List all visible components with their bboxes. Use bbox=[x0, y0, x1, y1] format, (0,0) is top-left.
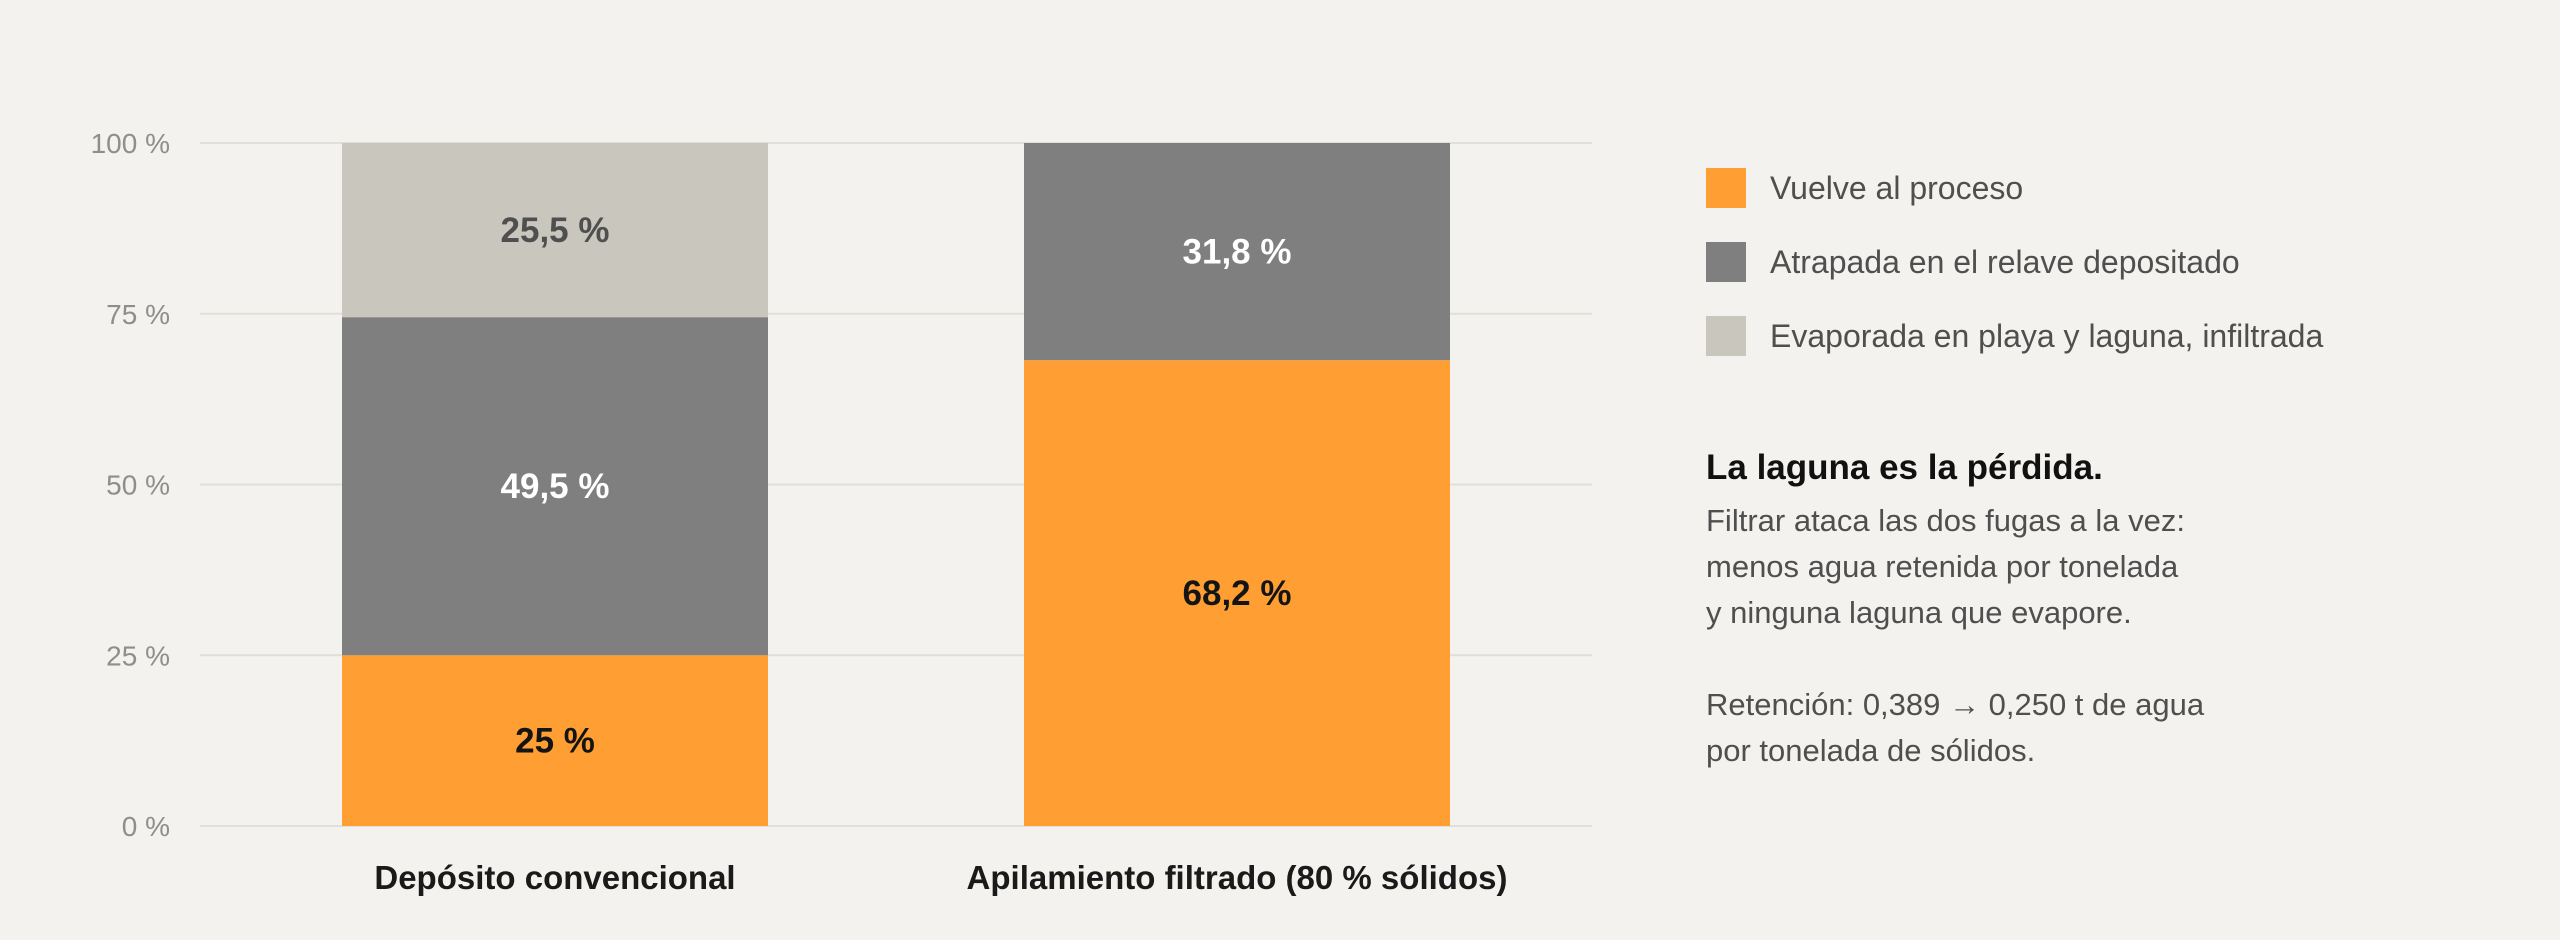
legend-swatch-evaporated bbox=[1706, 316, 1746, 356]
bar-segment bbox=[1024, 360, 1450, 826]
bars: 25 % 49,5 % 25,5 % 68,2 % 31,8 % bbox=[342, 143, 1450, 826]
legend: Vuelve al proceso Atrapada en el relave … bbox=[1706, 168, 2323, 390]
note-line: menos agua retenida por tonelada bbox=[1706, 549, 2179, 584]
y-tick-label: 0 % bbox=[122, 811, 170, 842]
y-tick-label: 100 % bbox=[91, 128, 170, 159]
legend-label-process: Vuelve al proceso bbox=[1770, 169, 2024, 206]
y-tick-label: 25 % bbox=[106, 640, 170, 671]
annotation-note: La laguna es la pérdida. Filtrar ataca l… bbox=[1706, 448, 2466, 820]
note-paragraph-2: Retención: 0,389 → 0,250 t de agua por t… bbox=[1706, 682, 2466, 774]
x-category-label: Depósito convencional bbox=[374, 859, 735, 896]
note-line: por tonelada de sólidos. bbox=[1706, 733, 2036, 768]
note-title: La laguna es la pérdida. bbox=[1706, 448, 2103, 487]
y-tick-label: 50 % bbox=[106, 470, 170, 501]
x-category-label: Apilamiento filtrado (80 % sólidos) bbox=[967, 859, 1508, 896]
bar-segment bbox=[342, 317, 768, 656]
note-paragraph-1: Filtrar ataca las dos fugas a la vez: me… bbox=[1706, 498, 2466, 636]
y-tick-label: 75 % bbox=[106, 299, 170, 330]
y-axis-ticks: 0 % 25 % 50 % 75 % 100 % bbox=[91, 128, 170, 842]
note-line: y ninguna laguna que evapore. bbox=[1706, 595, 2132, 630]
bar-segment bbox=[342, 143, 768, 318]
bar-segment-label: 68,2 % bbox=[1183, 574, 1292, 613]
bar-segment bbox=[342, 655, 768, 826]
bar-segment-label: 25,5 % bbox=[501, 211, 610, 250]
x-axis-labels: Depósito convencional Apilamiento filtrad… bbox=[374, 859, 1507, 896]
bar-segment-label: 49,5 % bbox=[501, 467, 610, 506]
legend-swatch-trapped bbox=[1706, 242, 1746, 282]
bar-segment-label: 31,8 % bbox=[1183, 233, 1292, 272]
note-line: Filtrar ataca las dos fugas a la vez: bbox=[1706, 503, 2186, 538]
legend-item-process: Vuelve al proceso bbox=[1706, 168, 2323, 208]
legend-label-trapped: Atrapada en el relave depositado bbox=[1770, 243, 2240, 280]
bar-segment-label: 25 % bbox=[515, 722, 595, 761]
bar-segment bbox=[1024, 143, 1450, 361]
legend-item-evaporated: Evaporada en playa y laguna, infiltrada bbox=[1706, 316, 2323, 356]
note-line: Retención: 0,389 → 0,250 t de agua bbox=[1706, 687, 2205, 722]
legend-item-trapped: Atrapada en el relave depositado bbox=[1706, 242, 2323, 282]
stacked-bar-chart: 0 % 25 % 50 % 75 % 100 % 25 % 49,5 % 25,5 % 68,… bbox=[91, 128, 1592, 896]
legend-swatch-process bbox=[1706, 168, 1746, 208]
legend-label-evaporated: Evaporada en playa y laguna, infiltrada bbox=[1770, 317, 2324, 354]
